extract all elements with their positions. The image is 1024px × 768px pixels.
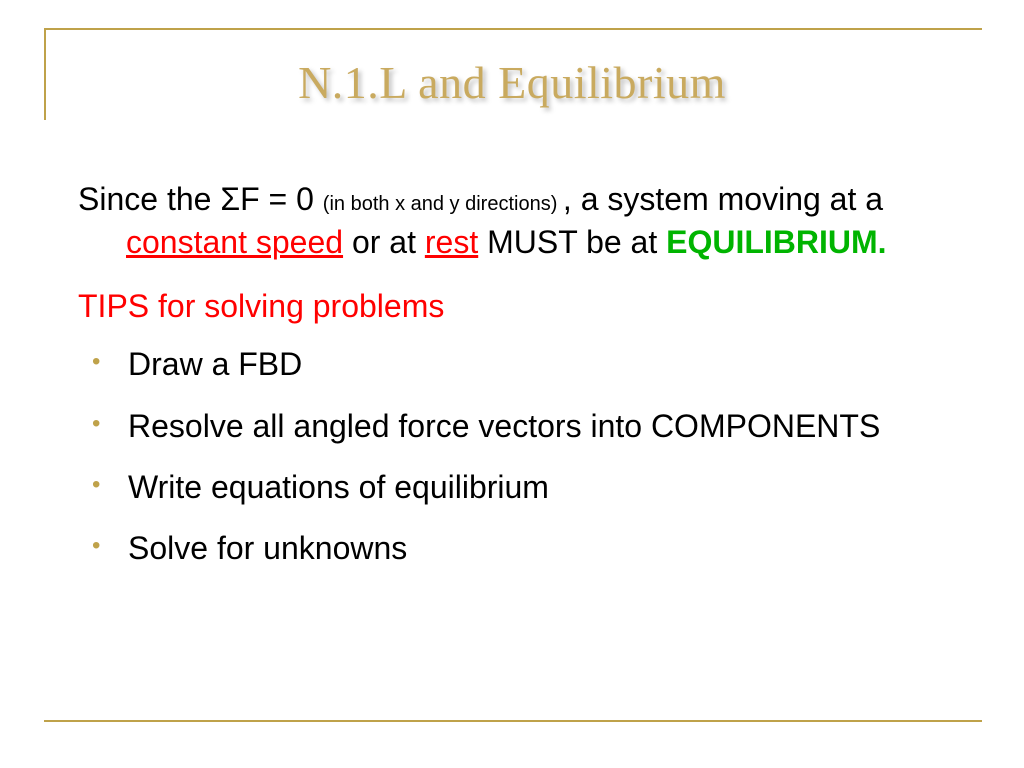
list-item: Write equations of equilibrium: [78, 466, 958, 509]
slide-body: Since the ΣF = 0 (in both x and y direct…: [78, 178, 958, 588]
list-item: Resolve all angled force vectors into CO…: [78, 405, 958, 448]
p1-t3: or at: [343, 224, 425, 260]
rule-bottom: [44, 720, 982, 722]
tips-heading: TIPS for solving problems: [78, 288, 958, 325]
p1-t2: , a system moving at a: [563, 181, 883, 217]
p1-ul1: constant speed: [126, 224, 343, 260]
list-item: Solve for unknowns: [78, 527, 958, 570]
p1-small: (in both x and y directions): [323, 193, 563, 215]
rule-top: [44, 28, 982, 30]
p1-green: EQUILIBRIUM.: [666, 224, 886, 260]
intro-paragraph: Since the ΣF = 0 (in both x and y direct…: [126, 178, 958, 264]
slide: N.1.L and Equilibrium Since the ΣF = 0 (…: [0, 0, 1024, 768]
p1-ul2: rest: [425, 224, 478, 260]
list-item: Draw a FBD: [78, 343, 958, 386]
p1-t1: Since the ΣF = 0: [78, 181, 323, 217]
p1-t4: MUST be at: [478, 224, 666, 260]
tips-list: Draw a FBD Resolve all angled force vect…: [78, 343, 958, 570]
slide-title: N.1.L and Equilibrium: [0, 56, 1024, 109]
